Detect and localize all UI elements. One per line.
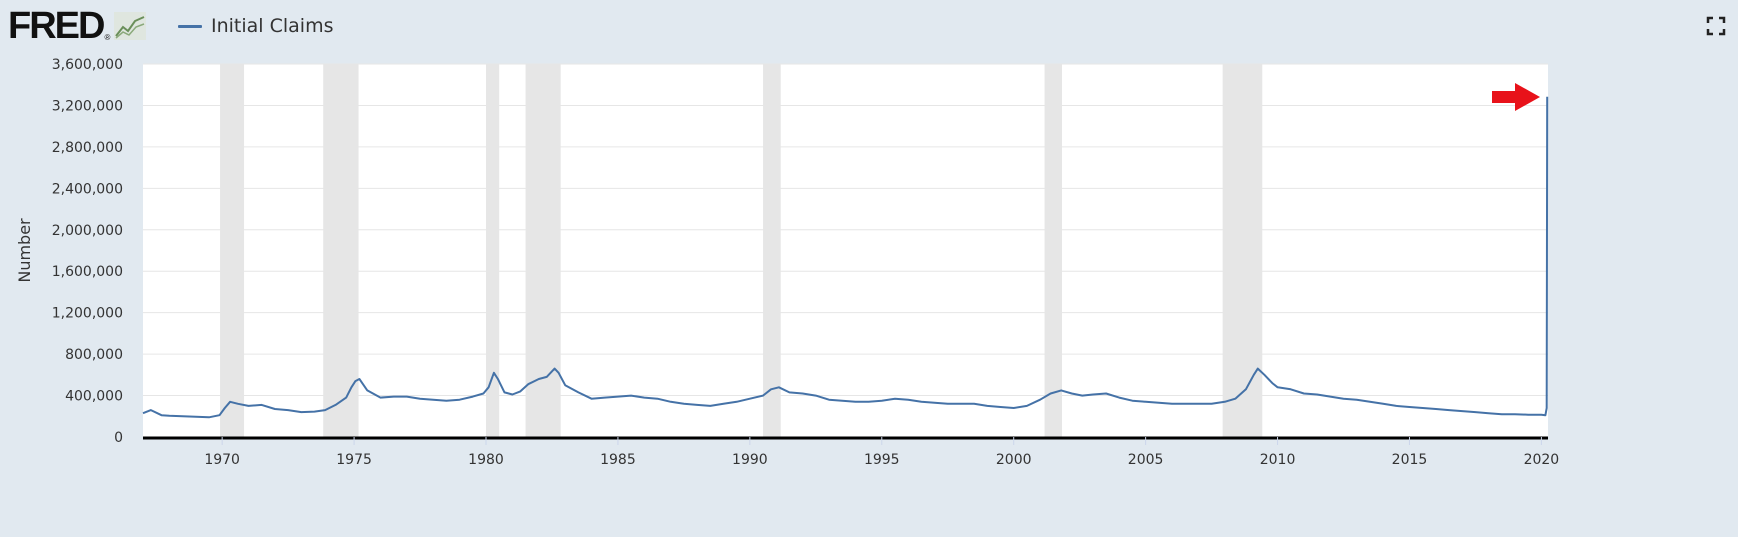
chart-legend: Initial Claims bbox=[178, 14, 334, 38]
series-layer bbox=[142, 96, 1549, 419]
y-tick-label: 800,000 bbox=[65, 347, 123, 363]
x-tick-label: 1980 bbox=[468, 452, 504, 468]
fred-logo-text: FRED bbox=[8, 5, 105, 47]
y-tick-label: 2,400,000 bbox=[52, 181, 123, 197]
y-tick-label: 3,200,000 bbox=[52, 98, 123, 114]
y-tick-label: 2,000,000 bbox=[52, 223, 123, 239]
y-tick-label: 400,000 bbox=[65, 389, 123, 405]
registered-mark: ® bbox=[104, 33, 111, 42]
x-tick-label: 1985 bbox=[600, 452, 636, 468]
recession-band bbox=[525, 64, 561, 437]
recession-band bbox=[486, 64, 500, 437]
recession-bands bbox=[220, 64, 1263, 437]
x-tick-label: 2020 bbox=[1524, 452, 1560, 468]
legend-swatch bbox=[178, 24, 202, 28]
fullscreen-icon[interactable] bbox=[1706, 16, 1726, 36]
fred-graph-icon bbox=[114, 12, 147, 40]
y-tick-label: 1,600,000 bbox=[52, 264, 123, 280]
y-axis-ticks: 0 400,000 800,000 1,200,000 1,600,000 2,000,0… bbox=[52, 57, 123, 446]
series-line bbox=[142, 96, 1549, 419]
y-axis-title: Number bbox=[15, 218, 34, 283]
y-tick-label: 0 bbox=[114, 430, 123, 446]
recession-band bbox=[763, 64, 781, 437]
x-tick-label: 2015 bbox=[1392, 452, 1428, 468]
y-tick-label: 1,200,000 bbox=[52, 306, 123, 322]
recession-band bbox=[220, 64, 245, 437]
plot-background bbox=[143, 64, 1548, 437]
arrow-shape bbox=[1492, 83, 1540, 111]
x-tick-label: 1995 bbox=[864, 452, 900, 468]
fred-logo[interactable]: FRED ® bbox=[8, 4, 147, 48]
x-tick-label: 1970 bbox=[204, 452, 240, 468]
y-tick-label: 2,800,000 bbox=[52, 140, 123, 156]
x-tick-label: 1990 bbox=[732, 452, 768, 468]
recession-band bbox=[1222, 64, 1263, 437]
x-tick-label: 1975 bbox=[336, 452, 372, 468]
chart-area: 0 400,000 800,000 1,200,000 1,600,000 2,000,0… bbox=[0, 52, 1738, 532]
recession-band bbox=[323, 64, 359, 437]
x-tick-label: 2005 bbox=[1128, 452, 1164, 468]
line-chart[interactable]: 0 400,000 800,000 1,200,000 1,600,000 2,000,0… bbox=[0, 52, 1738, 532]
recession-band bbox=[1044, 64, 1062, 437]
legend-label: Initial Claims bbox=[211, 15, 334, 37]
x-tick-label: 2010 bbox=[1260, 452, 1296, 468]
y-tick-label: 3,600,000 bbox=[52, 57, 123, 73]
chart-header: FRED ® Initial Claims bbox=[0, 0, 1738, 52]
x-tick-label: 2000 bbox=[996, 452, 1032, 468]
x-axis-ticks: 1970 1975 1980 1985 1990 1995 2000 2005 2010 2015… bbox=[204, 437, 1559, 468]
red-arrow-icon bbox=[1492, 83, 1540, 111]
